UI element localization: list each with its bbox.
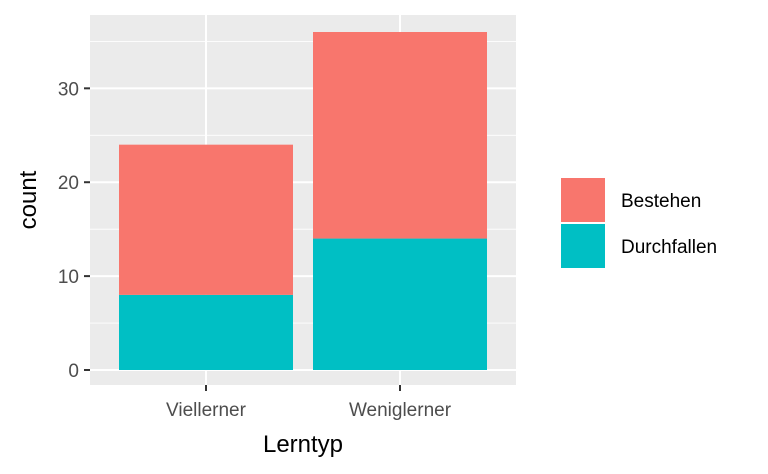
x-axis: Viellerner Weniglerner [166, 385, 452, 421]
y-axis-title: count [15, 170, 42, 229]
y-axis: 0 10 20 30 [58, 79, 90, 382]
y-tick-label: 20 [58, 173, 79, 194]
y-tick-label: 30 [58, 79, 79, 100]
x-tick-label: Weniglerner [349, 400, 452, 421]
bar-bestehen-viellerner [119, 144, 293, 295]
legend-key-durchfallen [561, 224, 605, 268]
legend-key-bestehen [561, 178, 605, 222]
legend-label-durchfallen: Durchfallen [621, 237, 717, 258]
bar-bestehen-weniglerner [313, 32, 487, 239]
y-tick-label: 10 [58, 267, 79, 288]
x-axis-title: Lerntyp [263, 431, 343, 458]
bar-durchfallen-viellerner [119, 294, 293, 370]
bar-durchfallen-weniglerner [313, 238, 487, 370]
bars [119, 32, 487, 370]
y-tick-label: 0 [68, 361, 79, 382]
legend-label-bestehen: Bestehen [621, 191, 701, 212]
x-tick-label: Viellerner [166, 400, 247, 421]
legend: Bestehen Durchfallen [561, 178, 717, 268]
